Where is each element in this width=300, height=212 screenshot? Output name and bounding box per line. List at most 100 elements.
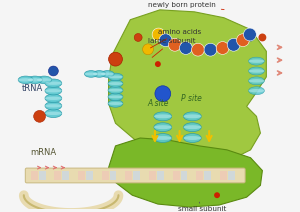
Ellipse shape <box>45 109 62 118</box>
Bar <box>125 171 132 180</box>
Ellipse shape <box>45 94 62 102</box>
Ellipse shape <box>101 71 114 77</box>
Bar <box>228 171 235 180</box>
Text: small subunit: small subunit <box>178 202 226 212</box>
Ellipse shape <box>249 59 264 63</box>
Circle shape <box>216 42 229 54</box>
Ellipse shape <box>108 82 123 85</box>
Ellipse shape <box>45 104 62 107</box>
Ellipse shape <box>249 77 264 85</box>
Ellipse shape <box>101 73 114 75</box>
Bar <box>173 171 180 180</box>
Bar <box>94 171 101 180</box>
Ellipse shape <box>45 102 62 110</box>
Circle shape <box>142 44 154 55</box>
Circle shape <box>34 110 46 122</box>
Bar <box>196 171 203 180</box>
Circle shape <box>168 38 181 51</box>
Bar <box>157 171 164 180</box>
Ellipse shape <box>27 76 43 84</box>
Bar <box>181 171 188 180</box>
Ellipse shape <box>108 102 123 105</box>
Text: P site: P site <box>181 94 202 103</box>
Ellipse shape <box>45 86 62 95</box>
Circle shape <box>152 28 165 41</box>
Text: newly born protein: newly born protein <box>148 2 224 10</box>
Bar <box>236 171 243 180</box>
Ellipse shape <box>27 78 43 82</box>
Bar <box>220 171 227 180</box>
Ellipse shape <box>108 86 123 94</box>
Ellipse shape <box>37 76 52 84</box>
Circle shape <box>236 34 249 47</box>
Ellipse shape <box>93 73 106 75</box>
Ellipse shape <box>249 57 264 65</box>
Bar <box>78 171 85 180</box>
Ellipse shape <box>154 123 172 132</box>
Ellipse shape <box>184 112 201 121</box>
Ellipse shape <box>184 136 201 140</box>
Ellipse shape <box>45 82 62 85</box>
Ellipse shape <box>18 78 33 82</box>
Ellipse shape <box>154 136 172 140</box>
Ellipse shape <box>93 71 106 77</box>
Bar <box>102 171 109 180</box>
Circle shape <box>49 66 58 76</box>
Ellipse shape <box>84 73 98 75</box>
Circle shape <box>244 28 256 41</box>
Ellipse shape <box>108 89 123 92</box>
Ellipse shape <box>108 100 123 107</box>
Ellipse shape <box>184 125 201 129</box>
Ellipse shape <box>249 87 264 95</box>
Circle shape <box>155 61 161 67</box>
Bar <box>86 171 93 180</box>
Circle shape <box>227 38 240 51</box>
Ellipse shape <box>45 89 62 92</box>
Ellipse shape <box>84 71 98 77</box>
Ellipse shape <box>249 89 264 92</box>
Ellipse shape <box>18 76 33 84</box>
Bar <box>165 171 172 180</box>
Circle shape <box>179 42 192 54</box>
Polygon shape <box>109 10 266 163</box>
Ellipse shape <box>154 134 172 142</box>
Bar <box>70 171 77 180</box>
Ellipse shape <box>37 78 52 82</box>
Circle shape <box>204 43 217 56</box>
Ellipse shape <box>45 79 62 87</box>
Bar <box>133 171 140 180</box>
Ellipse shape <box>108 95 123 98</box>
Bar <box>31 171 38 180</box>
Circle shape <box>258 33 266 41</box>
Bar <box>118 171 124 180</box>
FancyBboxPatch shape <box>25 168 245 183</box>
Ellipse shape <box>45 97 62 100</box>
Bar <box>141 171 148 180</box>
Bar <box>62 171 69 180</box>
Circle shape <box>214 192 220 198</box>
Ellipse shape <box>184 114 201 118</box>
Text: A site: A site <box>147 99 169 108</box>
Ellipse shape <box>249 79 264 82</box>
Text: amino acids: amino acids <box>150 29 201 48</box>
Ellipse shape <box>184 123 201 132</box>
Bar <box>39 171 46 180</box>
Ellipse shape <box>108 93 123 100</box>
Text: large subunit: large subunit <box>148 38 196 57</box>
Bar <box>204 171 211 180</box>
Polygon shape <box>109 138 262 207</box>
Ellipse shape <box>45 112 62 115</box>
Bar <box>149 171 156 180</box>
Circle shape <box>134 33 142 41</box>
Circle shape <box>159 34 172 47</box>
Ellipse shape <box>184 134 201 142</box>
Circle shape <box>192 43 204 56</box>
Circle shape <box>155 86 171 102</box>
Text: mRNA: mRNA <box>31 148 57 157</box>
Ellipse shape <box>154 125 172 129</box>
Ellipse shape <box>249 69 264 73</box>
Circle shape <box>109 52 122 66</box>
Ellipse shape <box>154 112 172 121</box>
Bar <box>46 171 53 180</box>
Ellipse shape <box>108 73 123 81</box>
